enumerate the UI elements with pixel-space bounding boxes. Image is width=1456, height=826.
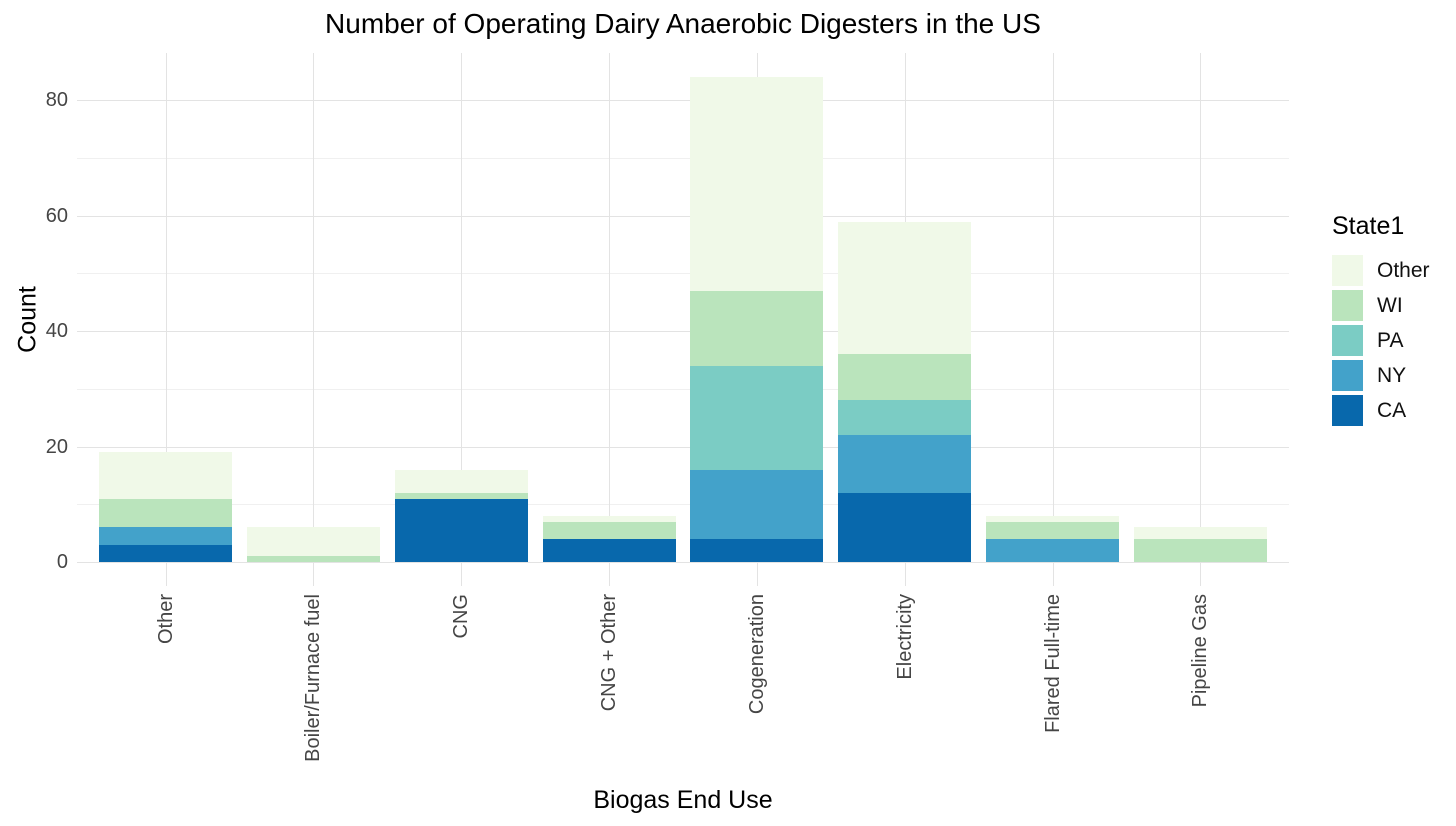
legend-label-WI: WI [1377, 293, 1403, 317]
legend-label-NY: NY [1377, 363, 1407, 387]
x-tick-label-CNG-Other: CNG + Other [598, 594, 621, 712]
legend-label-PA: PA [1377, 328, 1404, 352]
x-tick-label-Electricity: Electricity [893, 594, 916, 680]
gridline-y-major-40 [77, 331, 1289, 333]
legend-swatch-Other [1332, 255, 1363, 286]
x-tick-label-Pipeline-Gas: Pipeline Gas [1189, 594, 1212, 708]
bar-segment-CNG-Other-Other [542, 515, 676, 522]
bar-segment-Electricity-PA [838, 400, 972, 436]
legend-item-CA: CA [1332, 395, 1430, 426]
y-tick-label-20: 20 [45, 435, 68, 458]
gridline-y-major-0 [77, 562, 1289, 563]
legend-item-PA: PA [1332, 325, 1430, 356]
bar-segment-CNG-Other [394, 469, 528, 493]
gridline-y-minor-70 [77, 158, 1289, 160]
bar-segment-CNG-Other-WI [542, 521, 676, 539]
bar-segment-CNG-CA [394, 498, 528, 562]
bar-segment-Flared-Full-time-Other [986, 515, 1120, 522]
legend-swatch-PA [1332, 325, 1363, 356]
x-tick-label-Flared-Full-time: Flared Full-time [1041, 594, 1064, 733]
gridline-x-2 [461, 53, 463, 586]
bar-segment-CNG-WI [394, 492, 528, 499]
x-tick-label-Other: Other [154, 594, 177, 645]
bar-segment-Other-Other [99, 452, 233, 499]
bar-segment-Other-CA [99, 544, 233, 562]
x-axis-title: Biogas End Use [593, 786, 773, 814]
legend: State1 Other WI PA NY CA [1332, 212, 1430, 430]
bar-segment-Pipeline-Gas-Other [1133, 527, 1267, 539]
y-tick-label-80: 80 [45, 89, 68, 112]
bar-segment-Cogeneration-WI [690, 290, 824, 366]
gridline-y-major-20 [77, 446, 1289, 448]
bar-segment-Other-WI [99, 498, 233, 528]
bar-segment-Boiler-Furnace-fuel-WI [246, 556, 380, 562]
legend-item-Other: Other [1332, 255, 1430, 286]
legend-title: State1 [1332, 212, 1405, 240]
bar-segment-Electricity-NY [838, 435, 972, 493]
legend-swatch-WI [1332, 290, 1363, 321]
legend-swatch-NY [1332, 360, 1363, 391]
x-tick-label-Cogeneration: Cogeneration [745, 594, 768, 715]
x-tick-label-Boiler-Furnace-fuel: Boiler/Furnace fuel [302, 594, 325, 762]
gridline-x-1 [313, 53, 315, 586]
gridline-x-7 [1200, 53, 1202, 586]
gridline-y-minor-50 [77, 273, 1289, 275]
legend-swatch-CA [1332, 395, 1363, 426]
bar-segment-CNG-Other-CA [542, 538, 676, 562]
bar-segment-Cogeneration-Other [690, 77, 824, 291]
bar-segment-Flared-Full-time-WI [986, 521, 1120, 539]
bar-segment-Cogeneration-NY [690, 469, 824, 539]
legend-label-CA: CA [1377, 398, 1407, 422]
gridline-x-0 [165, 53, 167, 586]
chart-title: Number of Operating Dairy Anaerobic Dige… [325, 8, 1041, 39]
gridline-y-major-80 [77, 100, 1289, 102]
legend-items: Other WI PA NY CA [1332, 255, 1430, 426]
plot-panel [77, 53, 1289, 586]
legend-item-WI: WI [1332, 290, 1430, 321]
bar-segment-Other-NY [99, 527, 233, 545]
gridline-x-6 [1052, 53, 1054, 586]
legend-label-Other: Other [1377, 258, 1430, 282]
legend-item-NY: NY [1332, 360, 1430, 391]
bar-segment-Flared-Full-time-NY [986, 538, 1120, 562]
x-tick-label-CNG: CNG [450, 594, 473, 639]
gridline-x-3 [609, 53, 611, 586]
bar-segment-Pipeline-Gas-WI [1133, 538, 1267, 562]
y-tick-label-40: 40 [45, 320, 68, 343]
y-tick-label-60: 60 [45, 204, 68, 227]
y-tick-label-0: 0 [56, 551, 68, 573]
bar-segment-Cogeneration-PA [690, 365, 824, 470]
bar-segment-Electricity-Other [838, 221, 972, 355]
bar-segment-Electricity-CA [838, 492, 972, 562]
bar-segment-Boiler-Furnace-fuel-Other [246, 527, 380, 557]
gridline-y-major-60 [77, 215, 1289, 217]
gridline-y-minor-30 [77, 388, 1289, 390]
bar-segment-Electricity-WI [838, 354, 972, 401]
bar-segment-Cogeneration-CA [690, 538, 824, 562]
gridline-y-minor-10 [77, 504, 1289, 506]
